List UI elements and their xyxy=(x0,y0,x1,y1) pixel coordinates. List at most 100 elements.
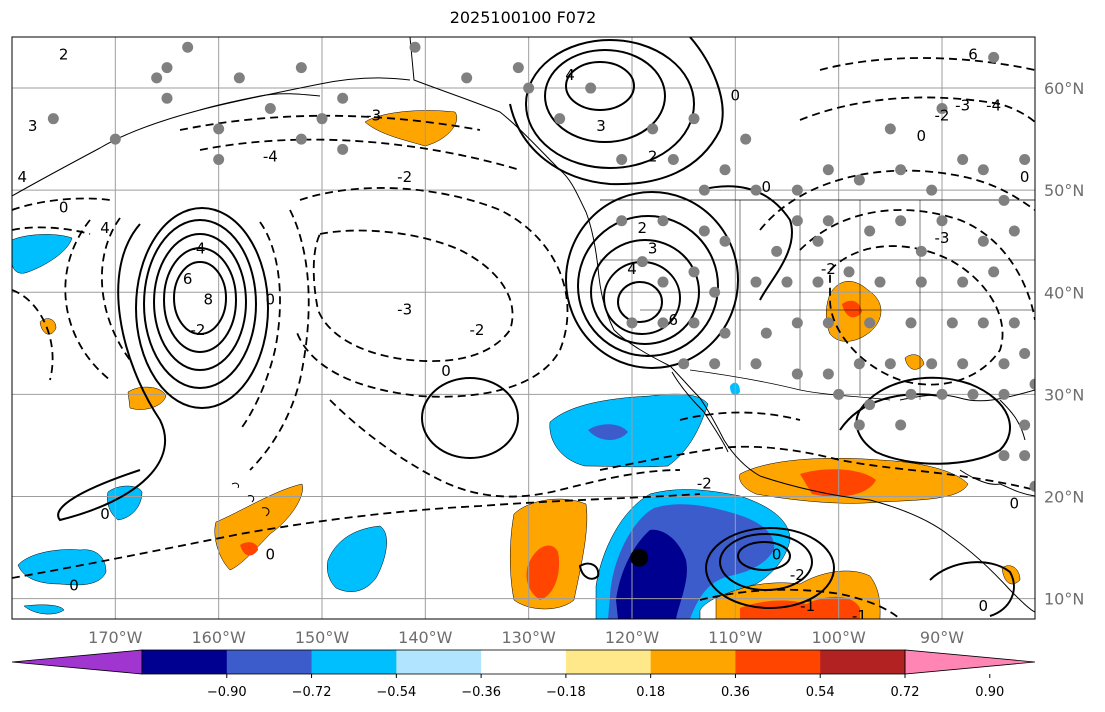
contour-line xyxy=(101,217,131,361)
station-point xyxy=(905,388,917,400)
positive-anomaly-region xyxy=(842,300,862,318)
station-point xyxy=(161,92,173,104)
colorbar-frame xyxy=(141,649,906,675)
contour-label: 0 xyxy=(917,127,927,145)
contour-label: 3 xyxy=(596,117,606,135)
station-point xyxy=(554,113,566,125)
station-point xyxy=(1008,317,1020,329)
station-points xyxy=(47,41,1035,492)
station-point xyxy=(709,358,721,370)
contour-line xyxy=(699,185,793,301)
negative-anomaly-region xyxy=(588,424,628,440)
station-point xyxy=(233,72,245,84)
colorbar-segment xyxy=(820,650,906,674)
contour-line xyxy=(143,219,257,389)
contour-label: -1 xyxy=(800,597,815,615)
contour-line xyxy=(135,207,269,409)
contour-line xyxy=(153,233,247,371)
station-point xyxy=(936,102,948,114)
contour-label: 0 xyxy=(772,546,782,564)
contour-label: 0 xyxy=(1010,495,1020,513)
station-point xyxy=(957,276,969,288)
station-point xyxy=(667,154,679,166)
colorbar-tick-label: −0.18 xyxy=(546,685,586,700)
station-point xyxy=(895,419,907,431)
contour-label: 6 xyxy=(183,270,193,288)
contour-label: 4 xyxy=(627,260,637,278)
colorbar-tick-label: 0.90 xyxy=(975,685,1004,700)
contour-label: 0 xyxy=(59,199,69,217)
contour-line xyxy=(295,187,569,398)
station-point xyxy=(1019,154,1031,166)
contour-label: -2 xyxy=(397,168,412,186)
state-lines xyxy=(600,200,1035,400)
colorbar-tick-label: 0.72 xyxy=(891,685,920,700)
negative-anomaly-region xyxy=(17,549,107,586)
station-point xyxy=(833,388,845,400)
station-point xyxy=(337,143,349,155)
colorbar-segment xyxy=(565,650,652,674)
station-point xyxy=(998,450,1010,462)
contour-line xyxy=(525,39,695,169)
contour-label: -2 xyxy=(821,260,836,278)
contour-line xyxy=(565,191,739,369)
north-america-west-coast xyxy=(409,37,761,477)
station-point xyxy=(636,256,648,268)
contour-line xyxy=(199,138,521,171)
station-point xyxy=(843,266,855,278)
contour-label: -2 xyxy=(935,107,950,125)
contour-label: 6 xyxy=(968,45,978,63)
negative-anomaly-region xyxy=(549,393,709,468)
station-point xyxy=(409,41,421,53)
negative-anomaly-region xyxy=(327,525,387,592)
station-point xyxy=(213,123,225,135)
station-point xyxy=(936,215,948,227)
contour-label: 8 xyxy=(204,290,214,308)
station-point xyxy=(895,215,907,227)
latitude-tick-label: 40°N xyxy=(1044,283,1084,302)
station-point xyxy=(988,51,1000,63)
contour-label: 2 xyxy=(638,219,648,237)
station-point xyxy=(822,368,834,380)
station-point xyxy=(822,317,834,329)
station-point xyxy=(688,317,700,329)
map-title: 2025100100 F072 xyxy=(449,8,597,27)
gulf-coast xyxy=(899,389,1035,402)
station-point xyxy=(771,245,783,257)
contour-label: -3 xyxy=(955,96,970,114)
contour-label: -4 xyxy=(986,96,1001,114)
colorbar-extend-high xyxy=(904,649,1036,675)
station-point xyxy=(926,184,938,196)
contour-label: 4 xyxy=(18,168,28,186)
contour-line xyxy=(855,376,1011,465)
station-point xyxy=(512,62,524,74)
colorbar-tick-label: 0.18 xyxy=(636,685,665,700)
contour-line xyxy=(839,393,941,431)
station-point xyxy=(523,82,535,94)
contour-label: -3 xyxy=(397,301,412,319)
station-point xyxy=(998,358,1010,370)
positive-anomaly-region xyxy=(740,596,860,619)
station-point xyxy=(822,215,834,227)
station-point xyxy=(853,419,865,431)
contour-line xyxy=(590,239,700,345)
station-point xyxy=(967,388,979,400)
station-point xyxy=(957,154,969,166)
colorbar-tick-label: 0.36 xyxy=(721,685,750,700)
latitude-labels: 60°N 50°N 40°N 30°N 20°N 10°N xyxy=(1044,79,1084,609)
contour-label: 6 xyxy=(669,311,679,329)
station-point xyxy=(657,215,669,227)
longitude-labels: 170°W 160°W 150°W 140°W 130°W 120°W 110°W 100°W… xyxy=(88,628,964,647)
mexico-pacific-coast xyxy=(759,475,1035,613)
contour-line xyxy=(829,245,1004,386)
station-point xyxy=(657,317,669,329)
latitude-tick-label: 50°N xyxy=(1044,181,1084,200)
station-point xyxy=(905,317,917,329)
negative-anomaly-region xyxy=(23,604,65,615)
contour-label: -3 xyxy=(366,107,381,125)
longitude-tick-label: 130°W xyxy=(501,628,556,647)
station-point xyxy=(1029,378,1035,390)
contour-line xyxy=(577,215,719,357)
contour-label: 3 xyxy=(28,117,38,135)
